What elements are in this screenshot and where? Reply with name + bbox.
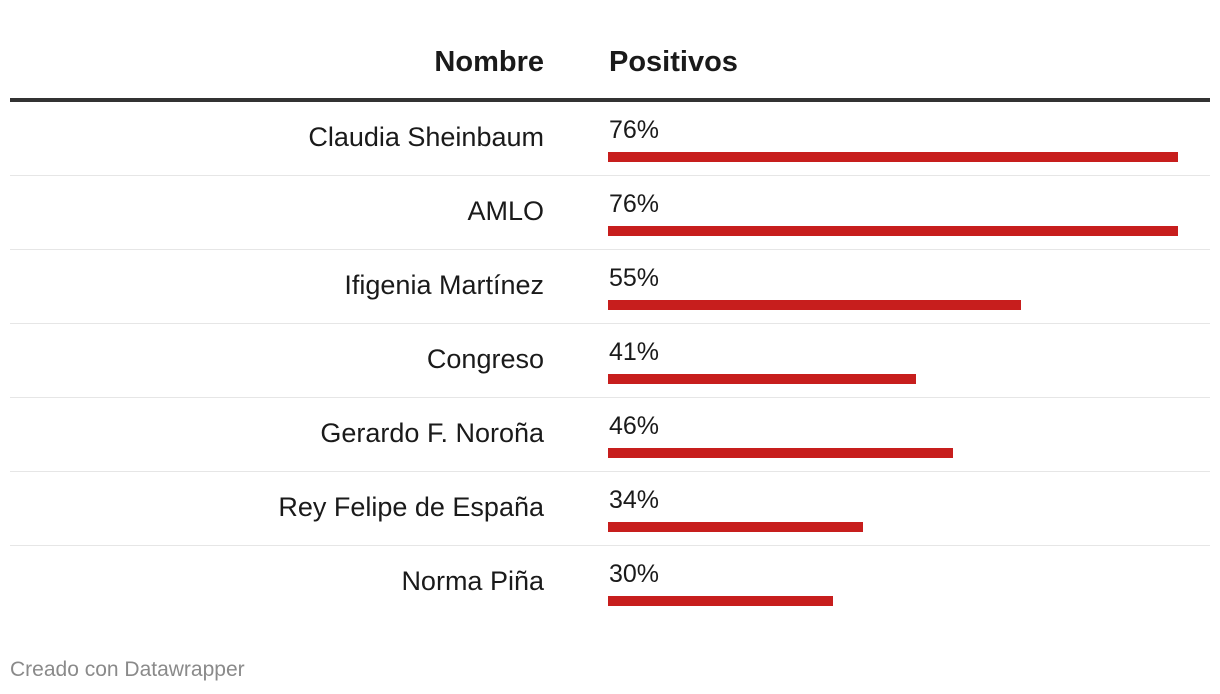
bar-track — [608, 374, 1178, 384]
bar-track — [608, 448, 1178, 458]
bar-track — [608, 300, 1178, 310]
row-name-label: Claudia Sheinbaum — [308, 122, 544, 152]
bar-mark — [608, 226, 1178, 236]
row-value-label: 46% — [609, 412, 660, 440]
bar-mark — [608, 374, 916, 384]
header-divider — [10, 98, 1210, 102]
row-value-label: 76% — [609, 116, 660, 144]
table-row: AMLO 76% — [10, 176, 1210, 250]
bar-table-chart: Nombre Positivos Claudia Sheinbaum 76% AML… — [10, 0, 1210, 694]
bar-mark — [608, 300, 1021, 310]
table-row: Rey Felipe de España 34% — [10, 472, 1210, 546]
row-value-label: 55% — [609, 264, 660, 292]
table-row: Congreso 41% — [10, 324, 1210, 398]
bar-track — [608, 522, 1178, 532]
row-value-label: 34% — [609, 486, 660, 514]
credit-footer[interactable]: Creado con Datawrapper — [10, 658, 245, 681]
bar-mark — [608, 522, 863, 532]
row-name-label: Ifigenia Martínez — [344, 270, 544, 300]
row-value-label: 76% — [609, 190, 660, 218]
value-column-header: Positivos — [609, 46, 738, 78]
row-name-label: Gerardo F. Noroña — [320, 418, 544, 448]
row-value-label: 30% — [609, 560, 660, 588]
bar-mark — [608, 152, 1178, 162]
table-row: Norma Piña 30% — [10, 546, 1210, 620]
table-body: Claudia Sheinbaum 76% AMLO 76% Ifigenia Mart… — [10, 102, 1210, 620]
bar-mark — [608, 596, 833, 606]
name-column-header: Nombre — [434, 46, 544, 78]
row-value-label: 41% — [609, 338, 660, 366]
row-name-label: Norma Piña — [401, 566, 544, 596]
row-name-label: Rey Felipe de España — [278, 492, 544, 522]
row-name-label: AMLO — [467, 196, 544, 226]
table-row: Claudia Sheinbaum 76% — [10, 102, 1210, 176]
bar-mark — [608, 448, 953, 458]
table-row: Ifigenia Martínez 55% — [10, 250, 1210, 324]
row-name-label: Congreso — [426, 344, 544, 374]
bar-track — [608, 596, 1178, 606]
table-row: Gerardo F. Noroña 46% — [10, 398, 1210, 472]
bar-track — [608, 226, 1178, 236]
bar-track — [608, 152, 1178, 162]
table-header: Nombre Positivos — [10, 40, 1210, 98]
